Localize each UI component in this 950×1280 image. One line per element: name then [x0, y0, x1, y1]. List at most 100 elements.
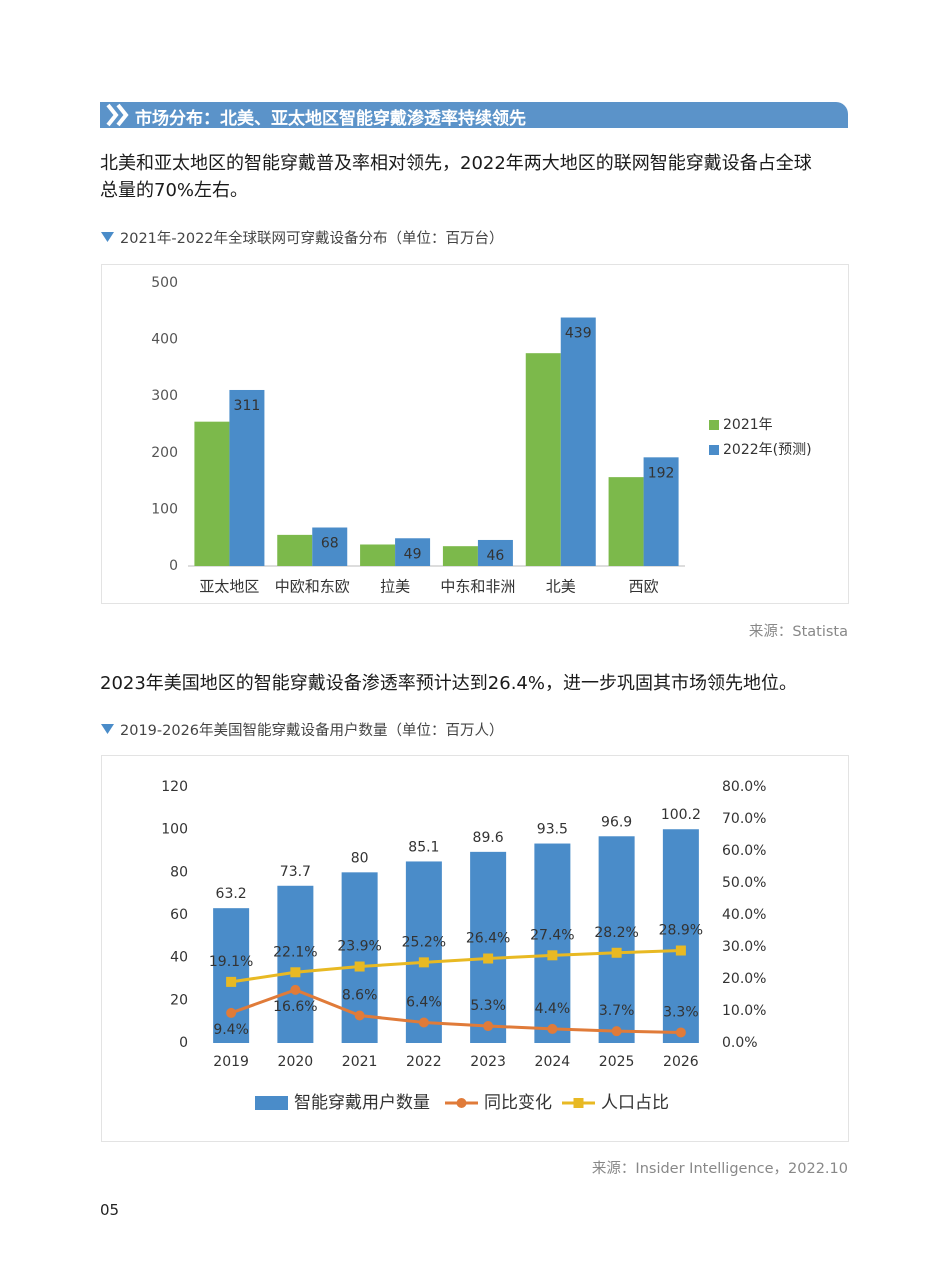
- y-tick-label: 120: [161, 779, 188, 795]
- y2-tick-label: 50.0%: [722, 875, 766, 891]
- y-tick-label: 500: [151, 275, 178, 291]
- legend-swatch: [573, 1098, 584, 1108]
- data-label: 4.4%: [535, 1001, 571, 1017]
- y2-tick-label: 0.0%: [722, 1035, 758, 1051]
- x-tick-label: 北美: [546, 578, 576, 596]
- data-label: 89.6: [473, 830, 504, 846]
- bar: [662, 829, 699, 1043]
- data-label: 73.7: [280, 864, 311, 880]
- y-tick-label: 20: [170, 992, 188, 1008]
- caption-triangle: [101, 232, 114, 242]
- marker: [226, 1007, 237, 1018]
- data-label: 16.6%: [273, 999, 317, 1015]
- data-label: 28.9%: [659, 923, 703, 939]
- bar: [525, 353, 561, 566]
- bar: [442, 546, 478, 566]
- data-label: 93.5: [537, 822, 568, 838]
- y-tick-label: 200: [151, 445, 178, 461]
- marker: [611, 1026, 622, 1037]
- legend-label: 人口占比: [601, 1093, 669, 1113]
- bar: [277, 885, 314, 1043]
- y-tick-label: 80: [170, 864, 188, 880]
- bar: [477, 539, 513, 566]
- y-tick-label: 60: [170, 907, 188, 923]
- marker: [675, 945, 686, 956]
- data-label: 8.6%: [342, 987, 378, 1003]
- data-label: 26.4%: [466, 931, 510, 947]
- chart-caption: 2019-2026年美国智能穿戴设备用户数量（单位：百万人）: [120, 723, 504, 739]
- bar: [277, 534, 313, 566]
- marker: [354, 1010, 365, 1021]
- x-tick-label: 中东和非洲: [440, 578, 515, 596]
- line: [230, 949, 681, 984]
- chevrons-icon: [106, 103, 129, 127]
- bar: [560, 317, 596, 566]
- x-tick-label: 中欧和东欧: [275, 578, 350, 596]
- paragraph-line: 北美和亚太地区的智能穿戴普及率相对领先，2022年两大地区的联网智能穿戴设备占全…: [100, 153, 812, 174]
- section-header: 市场分布：北美、亚太地区智能穿戴渗透率持续领先: [100, 102, 848, 129]
- bar: [312, 527, 348, 566]
- y2-tick-label: 20.0%: [722, 971, 766, 987]
- y-tick-label: 400: [151, 332, 178, 348]
- source: 来源：Statista: [748, 624, 848, 640]
- paragraph-line: 总量的70%左右。: [100, 180, 249, 201]
- data-label: 23.9%: [337, 939, 381, 955]
- marker: [354, 961, 365, 972]
- data-label: 3.3%: [663, 1004, 699, 1020]
- marker: [418, 957, 429, 968]
- data-label: 100.2: [661, 807, 701, 823]
- bar: [229, 389, 265, 566]
- data-label: 28.2%: [594, 925, 638, 941]
- x-tick-label: 2022: [406, 1054, 442, 1070]
- x-tick-label: 亚太地区: [199, 578, 259, 596]
- legend-label: 同比变化: [484, 1093, 552, 1113]
- data-label: 27.4%: [530, 927, 574, 943]
- y-tick-label: 300: [151, 388, 178, 404]
- line: [230, 988, 681, 1034]
- x-tick-label: 2020: [278, 1054, 314, 1070]
- data-label: 22.1%: [273, 944, 317, 960]
- data-label: 49: [404, 546, 422, 562]
- legend-swatch: [255, 1096, 288, 1110]
- data-label: 68: [321, 536, 339, 552]
- y2-tick-label: 10.0%: [722, 1003, 766, 1019]
- chart: 0 20 40 60 80 100 120 0.0% 10.0% 20.0% 30.0% 40.0% 5…: [161, 779, 766, 1113]
- y2-tick-label: 30.0%: [722, 939, 766, 955]
- bar: [608, 477, 644, 566]
- y-tick-label: 100: [151, 501, 178, 517]
- marker: [483, 1021, 494, 1032]
- bar: [534, 843, 571, 1043]
- marker: [226, 976, 237, 987]
- legend-label: 智能穿戴用户数量: [294, 1093, 430, 1113]
- marker: [611, 947, 622, 958]
- source: 来源：Insider Intelligence，2022.10: [591, 1161, 848, 1177]
- data-label: 439: [565, 326, 592, 342]
- x-tick-label: 2024: [535, 1054, 571, 1070]
- marker: [547, 1023, 558, 1034]
- y-tick-label: 100: [161, 822, 188, 838]
- bar: [194, 421, 230, 566]
- y2-tick-label: 80.0%: [722, 779, 766, 795]
- x-tick-label: 2026: [663, 1054, 699, 1070]
- data-label: 6.4%: [406, 995, 442, 1011]
- bar: [405, 861, 442, 1043]
- y-tick-label: 40: [170, 950, 188, 966]
- x-tick-label: 2023: [470, 1054, 506, 1070]
- x-tick-label: 西欧: [629, 578, 659, 596]
- marker: [675, 1027, 686, 1038]
- data-label: 25.2%: [402, 934, 446, 950]
- data-label: 63.2: [216, 886, 247, 902]
- data-label: 3.7%: [599, 1003, 635, 1019]
- data-label: 192: [648, 465, 675, 481]
- page-number: 05: [100, 1201, 120, 1219]
- bar: [213, 908, 250, 1043]
- legend-label: 2022年(预测): [723, 442, 812, 458]
- y2-tick-label: 40.0%: [722, 907, 766, 923]
- chart-frame: [101, 755, 849, 1142]
- y-tick-label: 0: [179, 1035, 188, 1051]
- marker: [547, 950, 558, 961]
- x-tick-label: 拉美: [380, 578, 410, 596]
- paragraph-line: 2023年美国地区的智能穿戴设备渗透率预计达到26.4%，进一步巩固其市场领先地…: [100, 673, 797, 694]
- legend-swatch: [709, 420, 719, 430]
